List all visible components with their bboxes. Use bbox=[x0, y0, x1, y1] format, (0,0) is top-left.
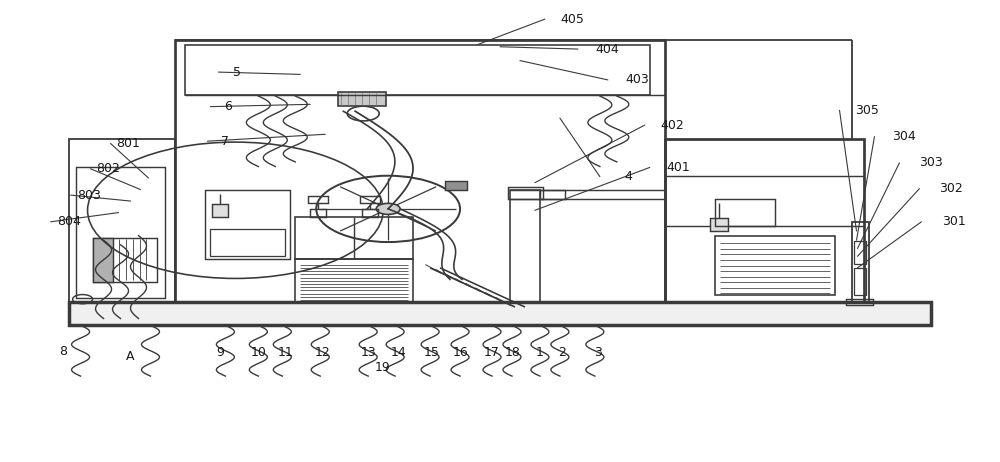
Bar bbox=[362, 209, 378, 217]
Text: A: A bbox=[126, 350, 135, 363]
Bar bbox=[76, 166, 165, 298]
Text: 801: 801 bbox=[117, 137, 140, 150]
Text: 802: 802 bbox=[97, 162, 120, 175]
Text: 10: 10 bbox=[250, 346, 266, 359]
Bar bbox=[69, 303, 931, 325]
Text: 403: 403 bbox=[625, 73, 649, 86]
Bar bbox=[665, 139, 864, 303]
Text: 405: 405 bbox=[560, 12, 584, 25]
Bar bbox=[93, 238, 157, 282]
Bar bbox=[510, 189, 540, 303]
Bar bbox=[854, 241, 866, 264]
Text: 17: 17 bbox=[484, 346, 500, 359]
Text: 5: 5 bbox=[233, 66, 241, 79]
Bar bbox=[295, 259, 413, 303]
Text: 804: 804 bbox=[57, 215, 81, 228]
Bar bbox=[185, 45, 650, 95]
Bar bbox=[715, 199, 775, 226]
Bar bbox=[175, 40, 665, 303]
Text: 305: 305 bbox=[856, 104, 879, 117]
Bar bbox=[846, 299, 873, 305]
Text: 302: 302 bbox=[939, 182, 963, 195]
Bar bbox=[540, 190, 565, 199]
Text: 1: 1 bbox=[536, 346, 544, 359]
Text: 9: 9 bbox=[216, 346, 224, 359]
Text: 18: 18 bbox=[505, 346, 521, 359]
Text: 304: 304 bbox=[893, 130, 916, 143]
Text: 7: 7 bbox=[221, 135, 229, 148]
Text: 14: 14 bbox=[390, 346, 406, 359]
Bar bbox=[310, 209, 326, 217]
Text: 401: 401 bbox=[666, 161, 690, 174]
Text: 6: 6 bbox=[224, 100, 232, 113]
Bar bbox=[205, 189, 290, 259]
Text: 2: 2 bbox=[558, 346, 566, 359]
Bar bbox=[210, 229, 285, 256]
Circle shape bbox=[376, 203, 400, 214]
Bar bbox=[69, 139, 175, 303]
Bar bbox=[445, 181, 467, 189]
Bar bbox=[710, 218, 728, 231]
Text: 13: 13 bbox=[360, 346, 376, 359]
Bar bbox=[508, 187, 543, 199]
Bar bbox=[715, 236, 835, 296]
Text: 301: 301 bbox=[942, 215, 966, 228]
Bar bbox=[854, 268, 866, 296]
Text: 8: 8 bbox=[60, 345, 68, 358]
Bar bbox=[93, 238, 113, 282]
Text: 3: 3 bbox=[594, 346, 602, 359]
Bar bbox=[212, 204, 228, 217]
Bar bbox=[295, 217, 413, 259]
Text: 803: 803 bbox=[77, 188, 101, 201]
Text: 4: 4 bbox=[624, 170, 632, 183]
Text: 15: 15 bbox=[424, 346, 440, 359]
Text: 402: 402 bbox=[660, 119, 684, 132]
Bar bbox=[308, 196, 328, 203]
Text: 19: 19 bbox=[374, 361, 390, 374]
Bar bbox=[852, 222, 869, 303]
Text: 303: 303 bbox=[920, 156, 943, 170]
Bar bbox=[69, 303, 931, 325]
Text: 11: 11 bbox=[277, 346, 293, 359]
Bar bbox=[360, 196, 380, 203]
Text: 16: 16 bbox=[452, 346, 468, 359]
Text: 404: 404 bbox=[595, 43, 619, 55]
Text: 12: 12 bbox=[314, 346, 330, 359]
Bar bbox=[338, 92, 386, 106]
